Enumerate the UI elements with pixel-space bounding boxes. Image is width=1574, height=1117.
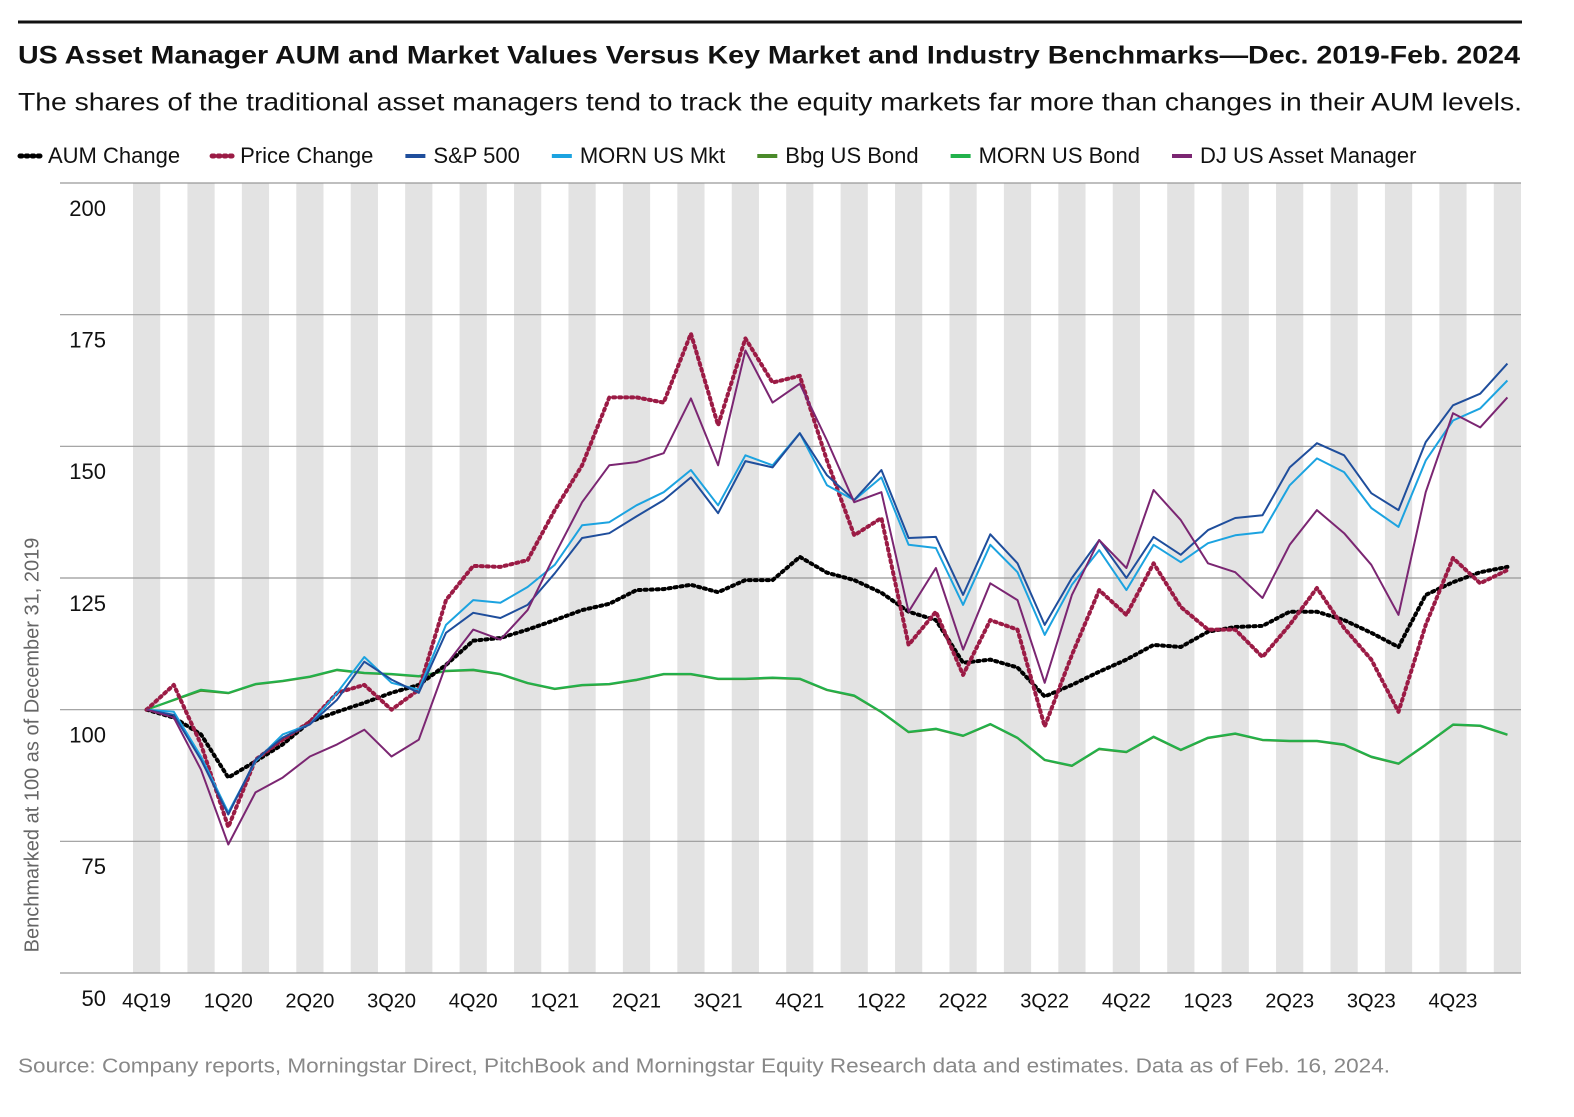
x-tick-label: 1Q22 [857, 990, 906, 1012]
x-tick-label: 4Q19 [122, 990, 171, 1012]
source-note: Source: Company reports, Morningstar Dir… [18, 1055, 1390, 1077]
x-tick-label: 3Q21 [694, 990, 743, 1012]
series-line [146, 349, 1509, 846]
x-tick-label: 3Q22 [1020, 990, 1069, 1012]
legend-label: Price Change [240, 143, 373, 168]
y-tick-label: 125 [69, 591, 106, 616]
legend-label: S&P 500 [433, 143, 519, 168]
x-tick-label: 1Q20 [204, 990, 253, 1012]
y-tick-label: 150 [69, 459, 106, 484]
series-line [146, 668, 1508, 767]
x-tick-label: 4Q23 [1428, 990, 1477, 1012]
x-tick-label: 3Q20 [367, 990, 416, 1012]
legend: AUM Change Price Change S&P 500 MORN US Mkt… [17, 143, 1416, 168]
x-tick-label: 2Q21 [612, 990, 661, 1012]
series-line [146, 669, 1508, 767]
legend-label: AUM Change [48, 143, 180, 168]
x-tick-label: 1Q23 [1184, 990, 1233, 1012]
chart-title: US Asset Manager AUM and Market Values V… [18, 42, 1520, 70]
x-tick-label: 4Q22 [1102, 990, 1151, 1012]
x-tick-label: 1Q21 [530, 990, 579, 1012]
y-tick-label: 175 [69, 327, 106, 352]
series-line [146, 379, 1509, 814]
y-tick-label: 100 [69, 722, 106, 747]
legend-label: DJ US Asset Manager [1200, 143, 1416, 168]
series-line [144, 331, 1510, 830]
y-tick-label: 75 [82, 854, 106, 879]
x-tick-label: 2Q20 [285, 990, 334, 1012]
x-tick-label: 2Q23 [1265, 990, 1314, 1012]
y-tick-label: 200 [69, 196, 106, 221]
x-tick-label: 3Q23 [1347, 990, 1396, 1012]
y-tick-label: 50 [82, 986, 106, 1011]
x-tick-label: 4Q21 [775, 990, 824, 1012]
legend-label: MORN US Mkt [580, 143, 725, 168]
series-line [146, 362, 1509, 816]
series-line [144, 554, 1510, 780]
x-tick-label: 2Q22 [939, 990, 988, 1012]
x-tick-label: 4Q20 [449, 990, 498, 1012]
y-axis-label: Benchmarked at 100 as of December 31, 20… [21, 538, 43, 953]
chart-subtitle: The shares of the traditional asset mana… [18, 89, 1522, 117]
legend-label: MORN US Bond [979, 143, 1140, 168]
legend-label: Bbg US Bond [785, 143, 918, 168]
plot-area: 50 75 100 125 150 175 200 4Q19 1Q20 2Q20 3Q20 4Q20 1… [60, 182, 1521, 1012]
